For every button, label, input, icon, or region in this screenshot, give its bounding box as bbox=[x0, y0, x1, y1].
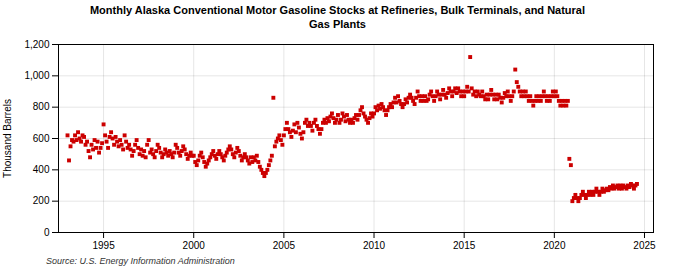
svg-text:800: 800 bbox=[33, 101, 50, 112]
svg-text:Thousand Barrels: Thousand Barrels bbox=[2, 99, 13, 178]
html-text:Source: U.S. Energy Informatio: Source: U.S. Energy Information Administ… bbox=[46, 255, 235, 266]
svg-text:2020: 2020 bbox=[543, 239, 566, 250]
svg-text:2000: 2000 bbox=[183, 239, 206, 250]
svg-text:400: 400 bbox=[33, 164, 50, 175]
svg-text:1,200: 1,200 bbox=[24, 38, 49, 49]
svg-text:1995: 1995 bbox=[92, 239, 115, 250]
svg-text:2025: 2025 bbox=[633, 239, 656, 250]
svg-text:1,000: 1,000 bbox=[24, 70, 49, 81]
html-text:Monthly Alaska Conventional Mo: Monthly Alaska Conventional Motor Gasoli… bbox=[89, 4, 585, 31]
svg-text:0: 0 bbox=[44, 226, 50, 237]
svg-text:200: 200 bbox=[33, 195, 50, 206]
svg-text:2005: 2005 bbox=[273, 239, 296, 250]
svg-text:600: 600 bbox=[33, 132, 50, 143]
svg-text:2015: 2015 bbox=[453, 239, 476, 250]
svg-text:2010: 2010 bbox=[363, 239, 386, 250]
